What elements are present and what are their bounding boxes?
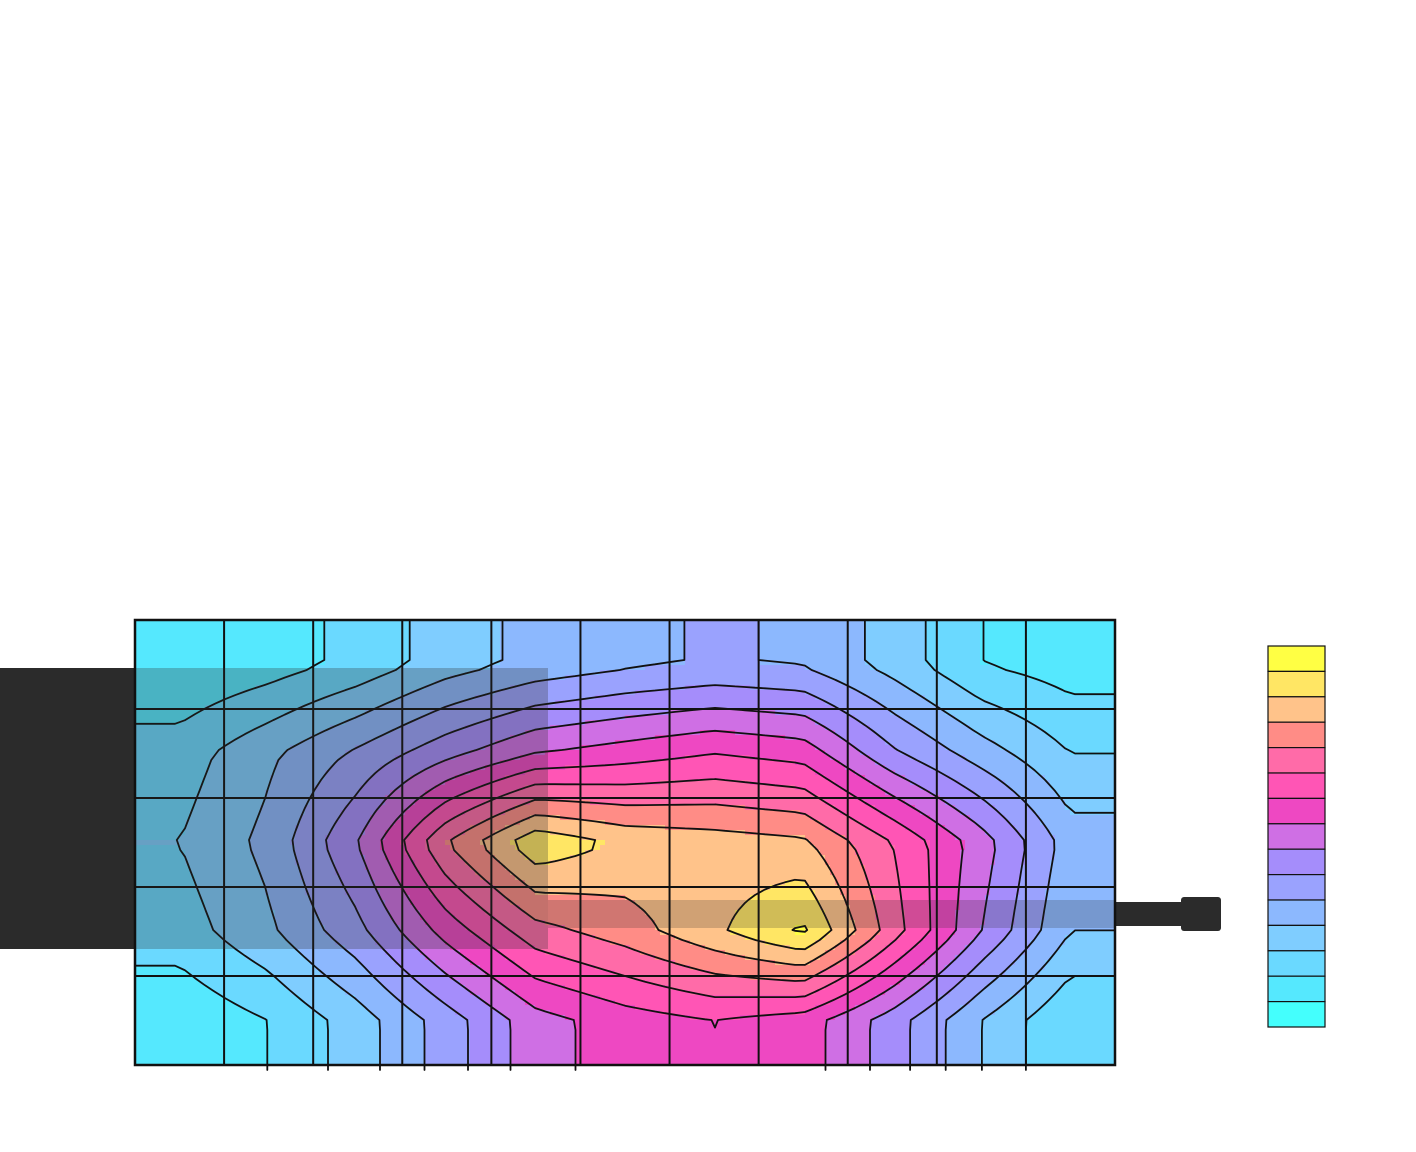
contour-lines <box>134 619 1116 1071</box>
isoline-level-10 <box>426 778 906 998</box>
legend-swatch <box>1267 848 1326 876</box>
probe-cable-outside <box>1115 902 1185 926</box>
isoline-level-5 <box>291 619 1056 1071</box>
legend-swatch <box>1267 950 1326 977</box>
legend-swatch <box>1267 797 1326 825</box>
legend-swatch <box>1267 1000 1326 1028</box>
legend-swatch <box>1267 696 1326 723</box>
isoline-level-14 <box>791 925 809 933</box>
legend-swatch <box>1267 772 1326 799</box>
isoline-level-8 <box>380 729 964 1071</box>
legend-swatch <box>1267 873 1326 901</box>
probe-body-outside <box>0 668 135 949</box>
legend-swatch <box>1267 823 1326 850</box>
legend-swatch <box>1267 645 1326 672</box>
isoline-level-2 <box>134 619 1116 1071</box>
isoline-level-6 <box>325 684 1026 1071</box>
legend-swatch <box>1267 899 1326 926</box>
probe-cable-shadow <box>548 900 1115 928</box>
legend-swatch <box>1267 670 1326 698</box>
probe-connector <box>1181 897 1221 931</box>
legend-swatch <box>1267 975 1326 1003</box>
isoline-level-12 <box>482 814 857 966</box>
legend-swatch <box>1267 746 1326 774</box>
legend-swatch <box>1267 924 1326 952</box>
color-legend <box>1267 645 1326 1028</box>
plot-frame <box>133 618 1117 1067</box>
legend-swatch <box>1267 721 1326 749</box>
probe-body-shadow <box>135 668 548 949</box>
isoline-level-11 <box>450 799 881 982</box>
